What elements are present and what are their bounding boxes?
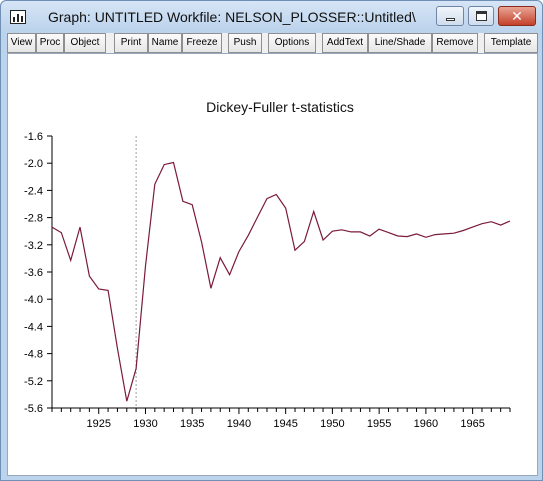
freeze-button[interactable]: Freeze [182,33,222,53]
minimize-icon [446,18,455,21]
window-title: Graph: UNTITLED Workfile: NELSON_PLOSSER… [48,9,416,25]
x-tick-label: 1935 [180,418,204,430]
line-shade-button[interactable]: Line/Shade [368,33,432,53]
options-button[interactable]: Options [268,33,316,53]
line-chart: Dickey-Fuller t-statistics -1.6 -2.0 -2.4 -… [24,99,511,430]
y-tick-label: -4.4 [24,321,43,333]
graph-toolbar: View Proc Object Print Name Freeze Push … [7,33,538,53]
close-button[interactable]: ✕ [498,6,536,26]
x-tick-label: 1955 [367,418,391,430]
name-button[interactable]: Name [148,33,182,53]
y-tick-label: -5.6 [24,403,43,415]
y-tick-label: -2.4 [24,185,43,197]
y-tick-label: -5.2 [24,376,43,388]
print-button[interactable]: Print [114,33,148,53]
maximize-button[interactable] [468,6,494,26]
x-tick-label: 1925 [86,418,110,430]
y-tick-label: -3.6 [24,267,43,279]
push-button[interactable]: Push [228,33,262,53]
proc-button[interactable]: Proc [36,33,64,53]
chart-title: Dickey-Fuller t-statistics [206,99,354,115]
y-tick-label: -4.8 [24,349,43,361]
x-tick-label: 1940 [227,418,251,430]
x-tick-label: 1950 [320,418,344,430]
maximize-icon [476,11,487,21]
close-icon: ✕ [511,8,523,24]
x-tick-label: 1945 [273,418,297,430]
object-button[interactable]: Object [64,33,106,53]
y-tick-label: -2.0 [24,158,43,170]
y-tick-label: -4.0 [24,294,43,306]
x-tick-label: 1965 [460,418,484,430]
remove-button[interactable]: Remove [432,33,478,53]
x-tick-label: 1960 [414,418,438,430]
graph-canvas[interactable]: Dickey-Fuller t-statistics -1.6 -2.0 -2.4 -… [7,53,538,476]
y-tick-label: -3.2 [24,240,43,252]
y-tick-label: -2.8 [24,213,43,225]
template-button[interactable]: Template [484,33,538,53]
x-tick-label: 1930 [133,418,157,430]
addtext-button[interactable]: AddText [322,33,368,53]
graph-window-icon[interactable] [10,10,26,24]
minimize-button[interactable] [436,6,464,26]
series-line [51,161,511,402]
view-button[interactable]: View [7,33,36,53]
title-bar[interactable]: Graph: UNTITLED Workfile: NELSON_PLOSSER… [1,1,542,31]
y-tick-label: -1.6 [24,131,43,143]
